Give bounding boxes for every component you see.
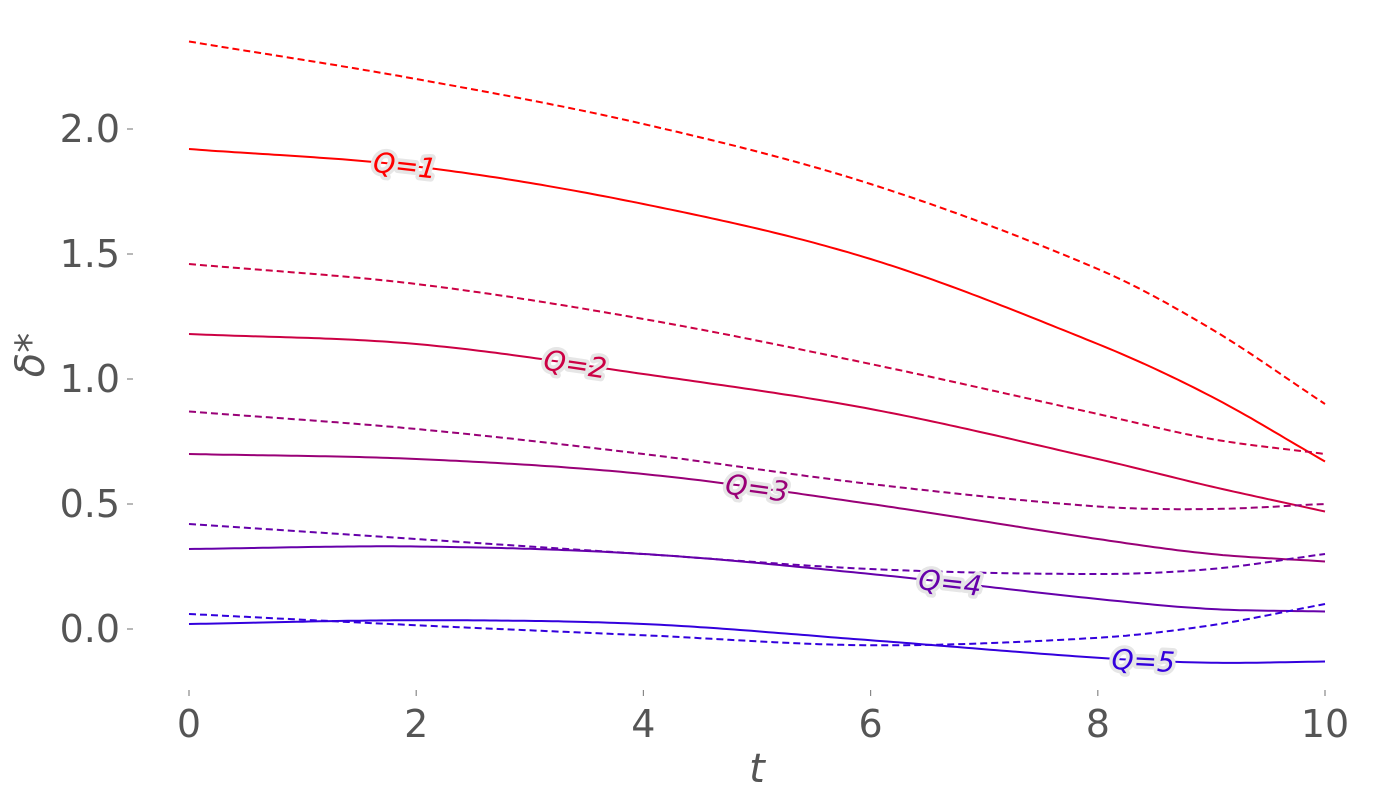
x-axis-label: t: [749, 746, 766, 792]
y-axis-label: δ*: [8, 333, 54, 377]
series-line-1: [188, 40, 1326, 405]
x-tick-label: 0: [177, 702, 201, 746]
series-line-4: [188, 453, 1326, 563]
series-line-7: [188, 523, 1326, 575]
series-label-2: Q=2: [541, 344, 608, 386]
series-label-0: Q=1: [371, 146, 438, 186]
x-tick-label: 8: [1086, 702, 1110, 746]
x-tick-label: 4: [631, 702, 655, 746]
series-line-2: [188, 333, 1326, 513]
y-tick-label: 2.0: [60, 107, 120, 151]
series-line-0: [188, 148, 1326, 463]
y-axis-ticks: 0.0 0.5 1.0 1.5 2.0: [60, 107, 133, 651]
series-lines: [188, 40, 1326, 664]
series-line-5: [188, 410, 1326, 511]
y-tick-label: 0.5: [60, 482, 120, 526]
series-labels: Q=1 Q=2 Q=3 Q=4 Q=5: [368, 142, 1179, 682]
y-tick-label: 0.0: [60, 607, 120, 651]
series-line-8: [188, 619, 1326, 664]
series-line-9: [188, 603, 1326, 647]
series-label-4: Q=3: [723, 468, 790, 509]
series-label-8: Q=5: [1111, 643, 1176, 679]
x-tick-label: 2: [404, 702, 428, 746]
series-label-6: Q=4: [917, 563, 984, 603]
series-line-3: [188, 263, 1326, 455]
x-tick-label: 6: [859, 702, 883, 746]
x-axis-ticks: 0 2 4 6 8 10: [177, 690, 1349, 746]
x-tick-label: 10: [1301, 702, 1349, 746]
y-tick-label: 1.0: [60, 357, 120, 401]
y-tick-label: 1.5: [60, 232, 120, 276]
series-line-6: [188, 545, 1326, 613]
